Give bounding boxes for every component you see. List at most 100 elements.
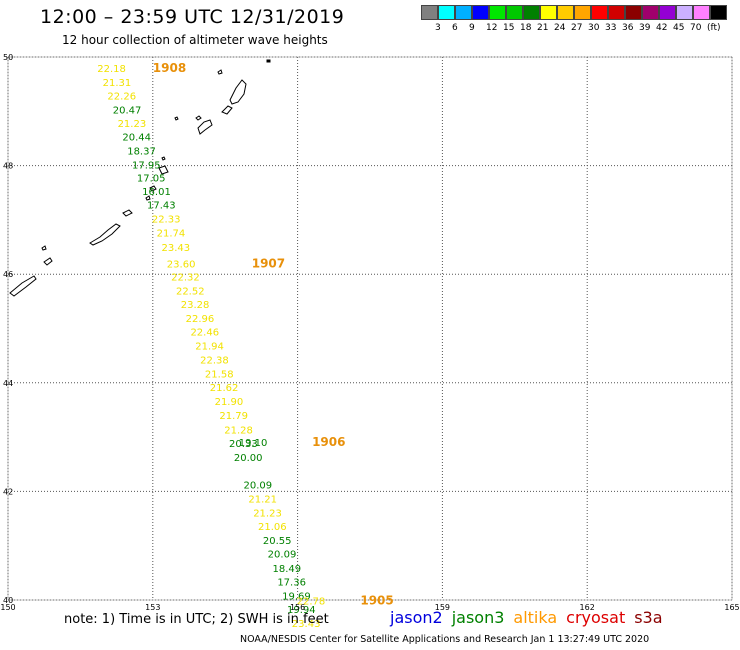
island: [145, 195, 151, 201]
island: [161, 156, 166, 161]
satellite-name: jason2: [390, 608, 443, 627]
legend-label: 45: [673, 23, 685, 33]
legend-swatch: [710, 5, 727, 20]
legend-swatch: [591, 5, 608, 20]
wave-value: 22.26: [107, 91, 136, 102]
lon-tick-label: 150: [0, 603, 15, 612]
legend-swatch: [608, 5, 625, 20]
island: [266, 59, 271, 63]
wave-value: 21.06: [258, 522, 287, 533]
island: [229, 79, 247, 105]
legend-swatch: [455, 5, 472, 20]
wave-value: 20.33: [229, 439, 258, 450]
legend-swatch: [472, 5, 489, 20]
wave-value: 19.94: [287, 605, 316, 616]
wave-height-labels: 22.18 21.31 22.26 20.47 21.23 20.44 18.37 17.95…: [97, 64, 325, 630]
legend-label: 15: [503, 23, 515, 33]
legend-swatch: [438, 5, 455, 20]
wave-value: 20.00: [234, 453, 263, 464]
pass-time-label: 1908: [153, 61, 186, 75]
island: [174, 116, 179, 121]
wave-value: 21.74: [157, 229, 186, 240]
wave-value: 18.37: [127, 147, 156, 158]
lat-tick-label: 48: [3, 162, 13, 171]
island: [221, 105, 233, 115]
wave-value: 23.43: [292, 619, 321, 630]
legend-label: 6: [452, 23, 458, 33]
legend-label: 33: [605, 23, 617, 33]
map-frame: [7, 56, 733, 601]
legend-swatch: [489, 5, 506, 20]
legend-swatch: [421, 5, 438, 20]
wave-value: 21.31: [103, 78, 132, 89]
lon-tick-label: 162: [580, 603, 595, 612]
legend-label: 9: [469, 23, 475, 33]
wave-value: 17.36: [277, 577, 306, 588]
wave-value: 22.33: [152, 215, 181, 226]
lat-tick-label: 40: [3, 596, 13, 605]
wave-value: 17.95: [132, 160, 161, 171]
legend-swatch: [693, 5, 710, 20]
wave-value: 21.23: [118, 119, 147, 130]
satellite-name: cryosat: [566, 608, 626, 627]
satellite-legend: jason2 jason3 altika cryosat s3a: [390, 608, 672, 627]
legend-label: 24: [554, 23, 566, 33]
coastline: [9, 59, 271, 297]
island: [149, 185, 157, 192]
pass-time-labels: 1908 1907 1906 1905: [153, 61, 394, 607]
legend-label: 39: [639, 23, 651, 33]
wave-value: 22.32: [171, 273, 200, 284]
wave-value: 19.10: [239, 438, 268, 449]
lat-tick-label: 42: [3, 487, 13, 496]
legend-swatch: [625, 5, 642, 20]
wave-value: 21.94: [195, 342, 224, 353]
island: [43, 257, 53, 266]
wave-value: 21.90: [215, 397, 244, 408]
lon-tick-label: 156: [290, 603, 305, 612]
wave-value: 20.44: [122, 133, 151, 144]
map-subtitle: 12 hour collection of altimeter wave hei…: [62, 33, 328, 47]
wave-value: 17.43: [147, 200, 176, 211]
legend-swatch: [642, 5, 659, 20]
wave-value: 22.52: [176, 286, 205, 297]
map-title: 12:00 – 23:59 UTC 12/31/2019: [40, 6, 345, 28]
wave-value: 22.38: [200, 355, 229, 366]
wave-value: 19.69: [282, 591, 311, 602]
legend-label: 42: [656, 23, 668, 33]
wave-value: 21.79: [219, 411, 248, 422]
legend-label: 18: [520, 23, 532, 33]
legend-label: 70: [690, 23, 702, 33]
legend-swatch: [659, 5, 676, 20]
island: [197, 119, 213, 135]
legend-label: 21: [537, 23, 549, 33]
satellite-name: altika: [513, 608, 558, 627]
pass-time-label: 1906: [312, 435, 345, 449]
wave-value: 17.05: [137, 173, 166, 184]
wave-value: 22.18: [97, 64, 126, 75]
wave-value: 23.28: [181, 300, 210, 311]
lat-lon-grid: [7, 56, 733, 601]
legend-label: 12: [486, 23, 498, 33]
wave-value: 22.46: [190, 328, 219, 339]
satellite-name: s3a: [634, 608, 663, 627]
legend-label: 3: [435, 23, 441, 33]
island: [158, 165, 169, 175]
wave-value: 21.58: [205, 369, 234, 380]
wave-value: 23.43: [161, 243, 190, 254]
pass-time-label: 1907: [252, 257, 285, 271]
wave-value: 21.62: [210, 383, 239, 394]
legend-label: 30: [588, 23, 600, 33]
wave-value: 20.09: [244, 481, 273, 492]
satellite-name: jason3: [451, 608, 505, 627]
legend-unit: (ft): [707, 23, 721, 33]
island: [41, 245, 47, 251]
axis-labels: 150 153 156 159 162 165 40 42 44 46 48 50: [0, 53, 739, 612]
island: [217, 69, 223, 75]
wave-value: 22.78: [297, 596, 326, 607]
legend-swatch: [574, 5, 591, 20]
wave-value: 20.47: [113, 105, 142, 116]
lon-tick-label: 159: [435, 603, 450, 612]
legend-swatch: [540, 5, 557, 20]
legend-label: 27: [571, 23, 583, 33]
